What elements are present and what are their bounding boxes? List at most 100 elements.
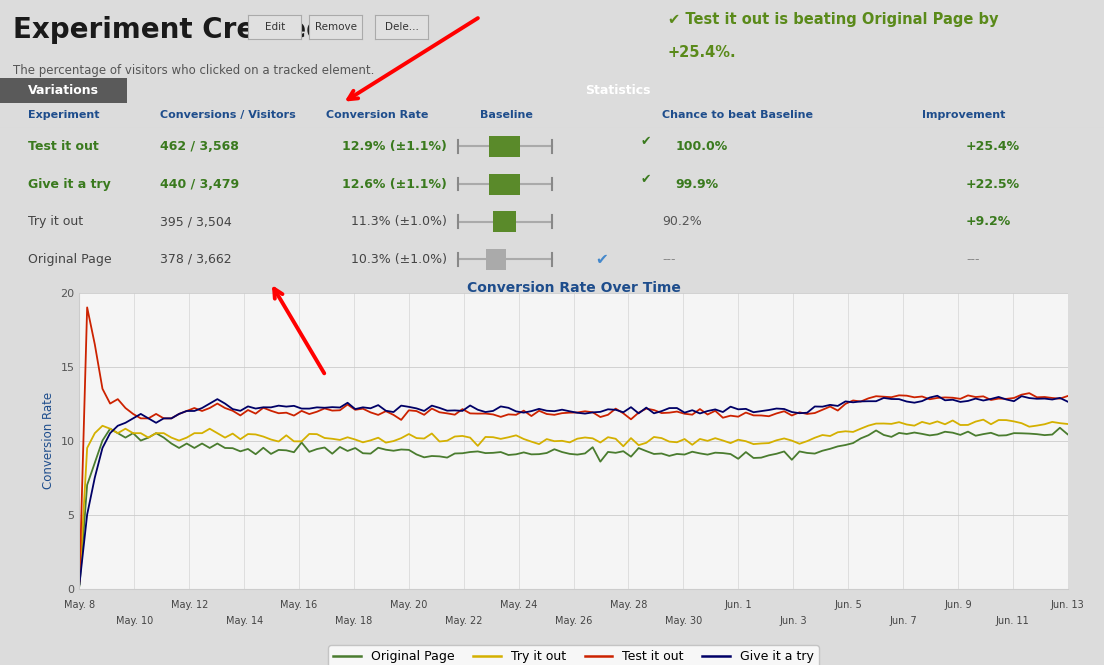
- Bar: [486, 249, 506, 270]
- Original Page: [847, 439, 860, 447]
- Text: +9.2%: +9.2%: [966, 215, 1011, 228]
- Text: ✔: ✔: [595, 251, 608, 267]
- Text: May. 24: May. 24: [500, 600, 538, 610]
- Text: Conversions / Visitors: Conversions / Visitors: [160, 110, 296, 120]
- Try it out: [800, 437, 814, 445]
- Text: Remove: Remove: [315, 22, 357, 32]
- Original Page: [800, 449, 814, 457]
- Text: Baseline: Baseline: [480, 110, 533, 120]
- Text: Give it a try: Give it a try: [28, 178, 110, 191]
- Original Page: [495, 448, 508, 456]
- Try it out: [847, 428, 860, 436]
- Give it a try: [724, 403, 737, 411]
- Text: 395 / 3,504: 395 / 3,504: [160, 215, 232, 228]
- Text: Variations: Variations: [28, 84, 99, 97]
- Give it a try: [1061, 398, 1074, 406]
- Text: Jun. 9: Jun. 9: [944, 600, 972, 610]
- Try it out: [73, 579, 86, 587]
- Text: ---: ---: [662, 253, 676, 266]
- Original Page: [341, 447, 354, 455]
- Text: May. 16: May. 16: [280, 600, 318, 610]
- Text: Improvement: Improvement: [922, 110, 1006, 120]
- Y-axis label: Conversion Rate: Conversion Rate: [42, 392, 55, 489]
- Test it out: [1061, 392, 1074, 400]
- Text: 440 / 3,479: 440 / 3,479: [160, 178, 240, 191]
- Try it out: [1061, 420, 1074, 428]
- Give it a try: [800, 409, 814, 417]
- Test it out: [594, 413, 607, 421]
- Text: Jun. 5: Jun. 5: [835, 600, 862, 610]
- Test it out: [502, 410, 516, 418]
- Text: ✔: ✔: [640, 136, 651, 148]
- Text: Statistics: Statistics: [585, 84, 651, 97]
- Text: 12.6% (±1.1%): 12.6% (±1.1%): [342, 178, 447, 191]
- Test it out: [73, 577, 86, 585]
- Test it out: [854, 398, 868, 406]
- Test it out: [808, 409, 821, 417]
- Test it out: [732, 413, 745, 421]
- Original Page: [586, 444, 599, 452]
- Line: Try it out: Try it out: [79, 420, 1068, 583]
- Text: Experiment: Experiment: [28, 110, 99, 120]
- Text: +25.4%: +25.4%: [966, 140, 1020, 153]
- Text: May. 10: May. 10: [116, 616, 153, 626]
- Try it out: [586, 434, 599, 442]
- Text: Chance to beat Baseline: Chance to beat Baseline: [662, 110, 814, 120]
- Text: May. 28: May. 28: [609, 600, 647, 610]
- Try it out: [341, 434, 354, 442]
- Text: May. 14: May. 14: [225, 616, 263, 626]
- Text: Jun. 3: Jun. 3: [779, 616, 807, 626]
- Text: 378 / 3,662: 378 / 3,662: [160, 253, 232, 266]
- Try it out: [977, 416, 990, 424]
- Text: Jun. 7: Jun. 7: [889, 616, 916, 626]
- Give it a try: [586, 408, 599, 416]
- Text: 99.9%: 99.9%: [676, 178, 719, 191]
- Text: +25.4%.: +25.4%.: [668, 45, 736, 60]
- Text: May. 20: May. 20: [390, 600, 427, 610]
- Text: 90.2%: 90.2%: [662, 215, 702, 228]
- Bar: [489, 174, 520, 195]
- Text: Conversion Rate: Conversion Rate: [326, 110, 428, 120]
- Text: 462 / 3,568: 462 / 3,568: [160, 140, 238, 153]
- Try it out: [495, 435, 508, 443]
- Text: ✔: ✔: [640, 173, 651, 186]
- Line: Give it a try: Give it a try: [79, 396, 1068, 584]
- Original Page: [724, 450, 737, 458]
- Text: May. 26: May. 26: [555, 616, 592, 626]
- Text: ✔ Test it out is beating Original Page by: ✔ Test it out is beating Original Page b…: [668, 12, 998, 27]
- Text: Jun. 1: Jun. 1: [724, 600, 752, 610]
- Text: May. 8: May. 8: [64, 600, 95, 610]
- Text: May. 12: May. 12: [171, 600, 208, 610]
- Test it out: [349, 406, 362, 414]
- Give it a try: [73, 580, 86, 588]
- Try it out: [724, 439, 737, 447]
- Text: +22.5%: +22.5%: [966, 178, 1020, 191]
- Test it out: [81, 303, 94, 311]
- Text: 11.3% (±1.0%): 11.3% (±1.0%): [351, 215, 447, 228]
- Bar: [0, 78, 127, 103]
- Text: Experiment Created: Experiment Created: [13, 15, 327, 44]
- Line: Original Page: Original Page: [79, 428, 1068, 586]
- Give it a try: [847, 398, 860, 406]
- Text: May. 22: May. 22: [445, 616, 482, 626]
- Text: Jun. 13: Jun. 13: [1051, 600, 1084, 610]
- Give it a try: [495, 402, 508, 410]
- Text: Edit: Edit: [265, 22, 285, 32]
- Text: May. 30: May. 30: [665, 616, 702, 626]
- Give it a try: [931, 392, 944, 400]
- Bar: [493, 211, 516, 232]
- Text: Try it out: Try it out: [28, 215, 83, 228]
- Text: May. 18: May. 18: [336, 616, 372, 626]
- Original Page: [1053, 424, 1066, 432]
- Text: Original Page: Original Page: [28, 253, 112, 266]
- Text: Test it out: Test it out: [28, 140, 98, 153]
- Text: 12.9% (±1.1%): 12.9% (±1.1%): [342, 140, 447, 153]
- Text: 10.3% (±1.0%): 10.3% (±1.0%): [351, 253, 447, 266]
- Text: Jun. 11: Jun. 11: [996, 616, 1030, 626]
- Text: The percentage of visitors who clicked on a tracked element.: The percentage of visitors who clicked o…: [13, 64, 374, 76]
- Give it a try: [341, 399, 354, 407]
- Original Page: [1061, 430, 1074, 438]
- Original Page: [73, 582, 86, 590]
- Text: 100.0%: 100.0%: [676, 140, 728, 153]
- Text: Conversion Rate Over Time: Conversion Rate Over Time: [467, 281, 680, 295]
